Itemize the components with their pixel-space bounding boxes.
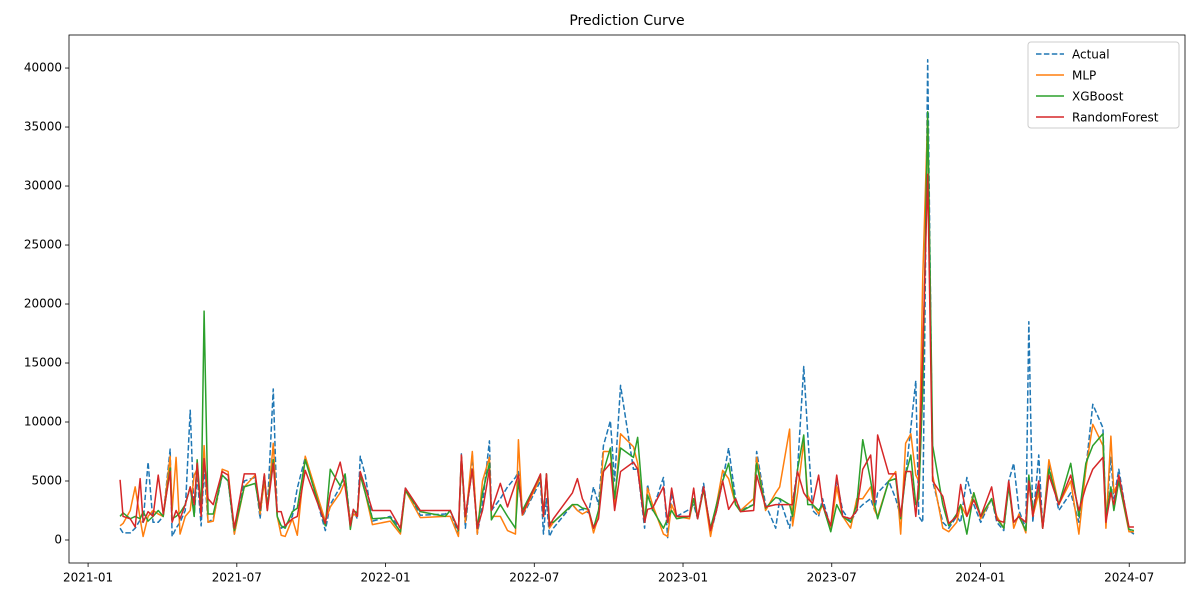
x-tick-label: 2021-01 — [63, 571, 113, 585]
chart-title: Prediction Curve — [569, 13, 684, 29]
legend-label: XGBoost — [1072, 90, 1124, 104]
x-tick-label: 2024-07 — [1104, 571, 1154, 585]
x-tick-label: 2023-01 — [658, 571, 708, 585]
y-tick-label: 35000 — [24, 120, 62, 134]
series-line — [119, 173, 1134, 532]
legend-label: MLP — [1072, 69, 1096, 83]
x-tick-label: 2023-07 — [807, 571, 857, 585]
legend-box — [1027, 41, 1180, 129]
y-tick-label: 40000 — [24, 61, 62, 75]
x-tick-label: 2022-07 — [509, 571, 559, 585]
legend-label: Actual — [1072, 48, 1110, 62]
y-tick-label: 20000 — [24, 297, 62, 311]
y-tick-label: 5000 — [31, 473, 62, 487]
legend-label: RandomForest — [1072, 111, 1159, 125]
y-tick-label: 30000 — [24, 179, 62, 193]
x-tick-label: 2024-01 — [955, 571, 1005, 585]
plot-frame — [68, 34, 1186, 564]
series-line — [119, 110, 1135, 535]
y-tick-label: 10000 — [24, 415, 62, 429]
x-tick-label: 2022-01 — [360, 571, 410, 585]
y-tick-label: 25000 — [24, 238, 62, 252]
y-tick-label: 15000 — [24, 356, 62, 370]
y-tick-label: 0 — [54, 532, 62, 546]
x-tick-label: 2021-07 — [212, 571, 262, 585]
series-line — [119, 59, 1135, 539]
